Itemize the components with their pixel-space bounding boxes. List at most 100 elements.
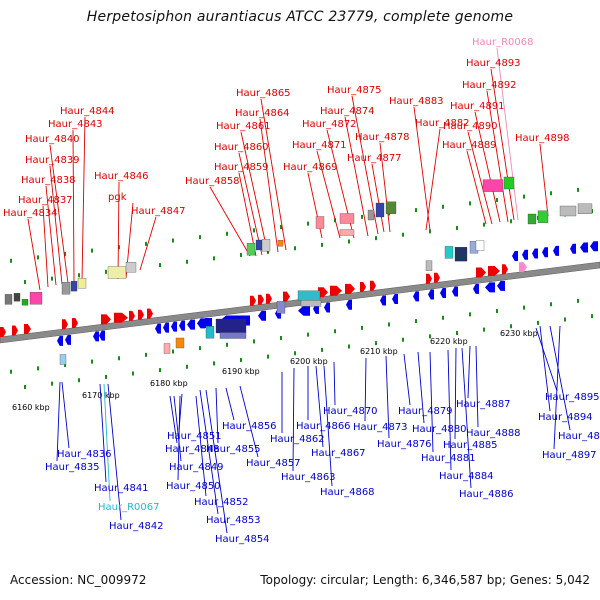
gene-label-reverse[interactable]: Haur_4857 bbox=[246, 458, 301, 469]
gene-feature-box[interactable] bbox=[255, 239, 263, 251]
gene-reverse-arrow[interactable] bbox=[542, 247, 548, 258]
gene-feature-box[interactable] bbox=[276, 301, 286, 314]
gene-reverse-arrow[interactable] bbox=[99, 330, 105, 341]
gene-reverse-arrow[interactable] bbox=[485, 282, 495, 293]
gene-feature-box[interactable] bbox=[367, 209, 375, 221]
gene-feature-box[interactable] bbox=[425, 260, 433, 271]
gene-feature-box[interactable] bbox=[4, 294, 13, 305]
gene-label-forward[interactable]: Haur_4840 bbox=[25, 134, 80, 145]
gene-label-reverse[interactable]: Haur_4884 bbox=[439, 471, 494, 482]
gene-feature-box[interactable] bbox=[315, 216, 325, 229]
gene-reverse-arrow[interactable] bbox=[179, 320, 185, 331]
gene-forward-arrow[interactable] bbox=[360, 282, 366, 292]
gene-forward-arrow[interactable] bbox=[101, 314, 111, 325]
gene-forward-arrow[interactable] bbox=[72, 318, 78, 328]
gene-label-reverse[interactable]: Haur_4879 bbox=[398, 406, 453, 417]
gene-reverse-arrow[interactable] bbox=[380, 295, 386, 306]
gene-feature-box[interactable] bbox=[107, 266, 127, 279]
gene-forward-arrow[interactable] bbox=[250, 295, 256, 306]
gene-reverse-arrow[interactable] bbox=[553, 245, 559, 256]
gene-feature-box[interactable] bbox=[444, 246, 454, 259]
gene-label-forward[interactable]: Haur_4871 bbox=[292, 140, 347, 151]
gene-label-forward[interactable]: Haur_4864 bbox=[235, 108, 290, 119]
gene-reverse-arrow[interactable] bbox=[392, 294, 398, 304]
gene-label-forward[interactable]: Haur_4875 bbox=[327, 85, 382, 96]
gene-feature-box[interactable] bbox=[77, 278, 87, 289]
gene-label-forward[interactable]: Haur_4882 bbox=[415, 118, 470, 129]
gene-label-forward[interactable]: Haur_4843 bbox=[48, 119, 103, 130]
gene-label-reverse[interactable]: Haur_4870 bbox=[323, 406, 378, 417]
gene-forward-arrow[interactable] bbox=[476, 267, 486, 278]
gene-reverse-arrow[interactable] bbox=[413, 291, 419, 302]
gene-label-forward[interactable]: Haur_4883 bbox=[389, 96, 444, 107]
gene-label-reverse[interactable]: Haur_4855 bbox=[206, 444, 261, 455]
gene-label-reverse[interactable]: Haur_R0067 bbox=[98, 502, 160, 513]
gene-label-forward[interactable]: Haur_4858 bbox=[185, 176, 240, 187]
gene-forward-arrow[interactable] bbox=[147, 308, 153, 319]
gene-reverse-arrow[interactable] bbox=[590, 241, 598, 252]
gene-label-forward[interactable]: Haur_4861 bbox=[216, 121, 271, 132]
gene-label-reverse[interactable]: Haur_4862 bbox=[270, 434, 325, 445]
gene-reverse-arrow[interactable] bbox=[163, 322, 169, 333]
gene-label-reverse[interactable]: Haur_4853 bbox=[206, 515, 261, 526]
gene-label-reverse[interactable]: Haur_4842 bbox=[109, 521, 164, 532]
gene-label-forward[interactable]: Haur_4890 bbox=[443, 121, 498, 132]
gene-reverse-arrow[interactable] bbox=[532, 248, 538, 259]
gene-label-forward[interactable]: Haur_4889 bbox=[442, 140, 497, 151]
gene-forward-arrow[interactable] bbox=[370, 280, 376, 291]
gene-label-reverse[interactable]: Haur_4887 bbox=[456, 399, 511, 410]
gene-label-reverse[interactable]: Haur_4852 bbox=[194, 497, 249, 508]
gene-feature-box[interactable] bbox=[21, 299, 29, 306]
gene-feature-box[interactable] bbox=[385, 201, 397, 214]
gene-label-forward[interactable]: Haur_4869 bbox=[283, 162, 338, 173]
gene-label-reverse[interactable]: Haur_4848 bbox=[165, 444, 220, 455]
gene-feature-box[interactable] bbox=[339, 213, 355, 224]
gene-label-reverse[interactable]: Haur_4841 bbox=[94, 483, 149, 494]
gene-label-reverse[interactable]: Haur_4894 bbox=[538, 412, 593, 423]
gene-label-reverse[interactable]: Haur_4886 bbox=[459, 489, 514, 500]
gene-reverse-arrow[interactable] bbox=[187, 319, 195, 330]
gene-label-forward[interactable]: Haur_4838 bbox=[21, 175, 76, 186]
gene-forward-arrow[interactable] bbox=[345, 283, 355, 294]
gene-label-forward[interactable]: Haur_4892 bbox=[462, 80, 517, 91]
gene-label-forward[interactable]: Haur_4872 bbox=[302, 119, 357, 130]
gene-feature-box[interactable] bbox=[277, 240, 284, 247]
gene-forward-arrow[interactable] bbox=[434, 272, 440, 283]
gene-reverse-arrow[interactable] bbox=[512, 251, 518, 261]
gene-forward-arrow[interactable] bbox=[488, 266, 500, 276]
gene-feature-box[interactable] bbox=[527, 213, 537, 225]
gene-label-forward[interactable]: Haur_4834 bbox=[3, 208, 58, 219]
gene-reverse-arrow[interactable] bbox=[200, 318, 212, 328]
gene-label-reverse[interactable]: Haur_4881 bbox=[421, 453, 476, 464]
gene-feature-box[interactable] bbox=[125, 262, 137, 273]
gene-feature-box[interactable] bbox=[375, 202, 385, 218]
gene-reverse-arrow[interactable] bbox=[497, 280, 505, 291]
gene-reverse-arrow[interactable] bbox=[428, 289, 434, 300]
gene-label-forward[interactable]: Haur_4891 bbox=[450, 101, 505, 112]
gene-label-forward[interactable]: Haur_4860 bbox=[214, 142, 269, 153]
gene-label-forward[interactable]: Haur_4877 bbox=[347, 153, 402, 164]
gene-feature-box[interactable] bbox=[205, 326, 215, 339]
gene-feature-box[interactable] bbox=[503, 176, 515, 190]
gene-feature-box[interactable] bbox=[61, 282, 71, 295]
gene-forward-arrow[interactable] bbox=[12, 325, 18, 336]
gene-label-forward[interactable]: Haur_4837 bbox=[18, 195, 73, 206]
gene-feature-box[interactable] bbox=[13, 293, 21, 302]
gene-feature-box[interactable] bbox=[70, 280, 78, 292]
gene-label-reverse[interactable]: Haur_4866 bbox=[296, 421, 351, 432]
gene-feature-box[interactable] bbox=[454, 246, 468, 262]
gene-label-reverse[interactable]: Haur_4873 bbox=[353, 422, 408, 433]
gene-label-reverse[interactable]: Haur_4856 bbox=[222, 421, 277, 432]
gene-label-forward[interactable]: Haur_4859 bbox=[214, 162, 269, 173]
gene-label-forward[interactable]: Haur_R0068 bbox=[472, 37, 534, 48]
gene-forward-arrow[interactable] bbox=[24, 324, 31, 334]
gene-feature-box[interactable] bbox=[215, 318, 247, 334]
gene-reverse-arrow[interactable] bbox=[580, 242, 588, 253]
gene-forward-arrow[interactable] bbox=[129, 310, 135, 321]
gene-forward-arrow[interactable] bbox=[318, 287, 328, 298]
gene-reverse-arrow[interactable] bbox=[570, 243, 576, 254]
gene-reverse-arrow[interactable] bbox=[346, 299, 352, 310]
gene-label-forward[interactable]: Haur_4839 bbox=[25, 155, 80, 166]
gene-reverse-arrow[interactable] bbox=[93, 331, 99, 342]
gene-forward-arrow[interactable] bbox=[114, 312, 128, 323]
